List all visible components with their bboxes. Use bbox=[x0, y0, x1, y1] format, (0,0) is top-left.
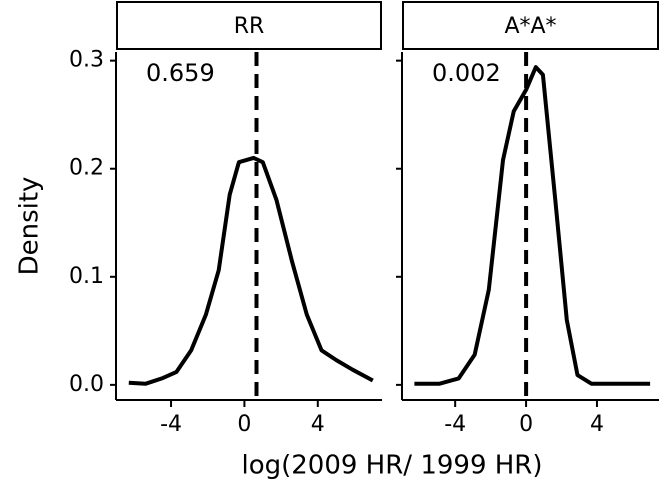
annotation: 0.002 bbox=[432, 59, 501, 87]
y-tick-label: 0.0 bbox=[69, 372, 104, 397]
x-tick-label: -4 bbox=[160, 412, 182, 437]
x-tick-label: 4 bbox=[311, 412, 325, 437]
strip bbox=[116, 1, 382, 50]
x-tick-label: 4 bbox=[590, 412, 604, 437]
strip-label: RR bbox=[234, 14, 265, 39]
y-axis-label: Density bbox=[15, 177, 45, 276]
density-line bbox=[128, 155, 374, 386]
density-line bbox=[414, 65, 651, 386]
x-tick-label: 0 bbox=[519, 412, 533, 437]
strip-label: A*A* bbox=[504, 14, 556, 39]
y-tick-label: 0.1 bbox=[69, 264, 104, 289]
y-tick-label: 0.3 bbox=[69, 48, 104, 73]
x-tick-label: -4 bbox=[444, 412, 466, 437]
x-tick-label: 0 bbox=[237, 412, 251, 437]
annotation: 0.659 bbox=[146, 59, 215, 87]
strip bbox=[402, 1, 659, 50]
x-axis-label: log(2009 HR/ 1999 HR) bbox=[241, 451, 542, 481]
y-tick-label: 0.2 bbox=[69, 156, 104, 181]
